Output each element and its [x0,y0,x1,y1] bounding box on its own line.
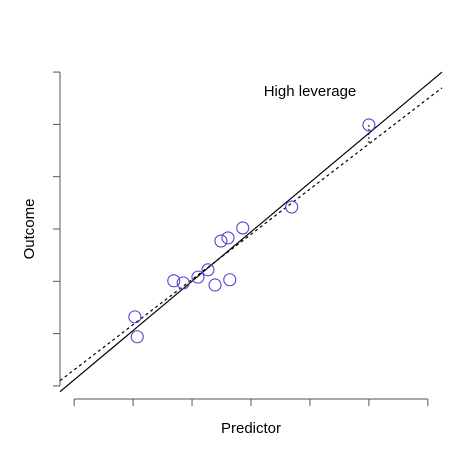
point [285,200,299,214]
point [191,270,205,284]
point [130,330,144,344]
fit-line [59,71,443,393]
point [236,221,250,235]
x-axis-label: Predictor [221,420,281,437]
point [167,274,181,288]
point [176,276,190,290]
point [128,310,142,324]
point [201,263,215,277]
point [362,118,376,132]
y-axis-label: Outcome [21,199,38,260]
point [221,231,235,245]
point [214,234,228,248]
fit-line [59,87,443,382]
annotation: High leverage [264,83,357,100]
point [223,273,237,287]
point [208,278,222,292]
